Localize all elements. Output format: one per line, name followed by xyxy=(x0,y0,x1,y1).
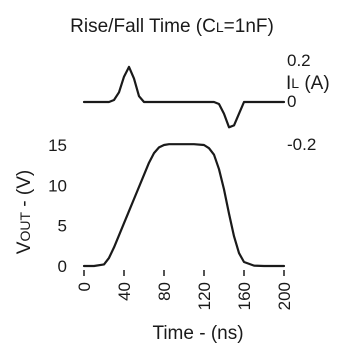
vout-axis-label: VOUT - (V) xyxy=(14,170,35,254)
x-tick-label-1: 40 xyxy=(115,282,134,301)
vout-series-line xyxy=(82,143,286,268)
x-tick-label-2: 80 xyxy=(155,282,174,301)
x-axis-ticks: 0 40 80 120 160 200 xyxy=(75,270,294,310)
il-tick-label-1: 0 xyxy=(287,92,296,111)
x-axis-label: Time - (ns) xyxy=(152,323,243,344)
il-axis-label: IL (A) xyxy=(286,73,330,94)
chart-title: Rise/Fall Time (CL=1nF) xyxy=(70,16,274,37)
vout-plot: 0 5 10 15 VOUT - (V) xyxy=(14,136,286,276)
il-tick-labels: 0.2 0 -0.2 xyxy=(287,51,316,154)
vout-tick-label-0: 0 xyxy=(58,257,67,276)
x-tick-label-0: 0 xyxy=(75,282,94,291)
vout-tick-labels: 0 5 10 15 xyxy=(48,136,67,276)
x-tick-label-5: 200 xyxy=(275,282,294,310)
vout-tick-label-3: 15 xyxy=(48,136,67,155)
vout-tick-label-1: 5 xyxy=(58,217,67,236)
il-tick-label-0: 0.2 xyxy=(287,51,311,70)
x-tick-label-3: 120 xyxy=(195,282,214,310)
il-series-line xyxy=(82,65,286,129)
x-tick-label-4: 160 xyxy=(235,282,254,310)
vout-tick-label-2: 10 xyxy=(48,176,67,195)
il-plot: 0.2 0 -0.2 IL (A) xyxy=(82,51,330,154)
il-tick-label-2: -0.2 xyxy=(287,135,316,154)
